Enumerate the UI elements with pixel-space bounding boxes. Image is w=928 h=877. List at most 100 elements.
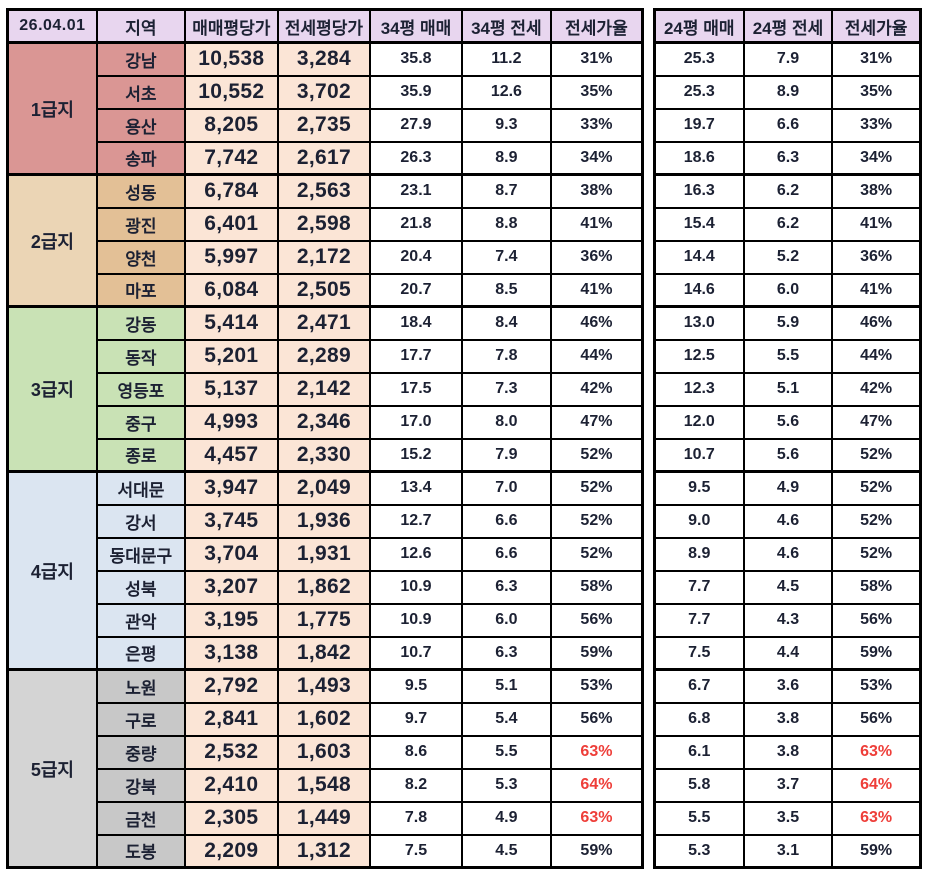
table-row: 12.5 5.5 44% xyxy=(653,338,922,374)
jeonse-34-cell: 8.0 xyxy=(460,404,553,440)
sale-24-cell: 12.3 xyxy=(653,371,745,407)
region-cell: 강동 xyxy=(95,305,187,341)
jeonse-24-cell: 3.5 xyxy=(742,800,834,836)
table-row: 동대문구 3,704 1,931 12.6 6.6 52% xyxy=(8,536,644,572)
sale-price-cell: 3,138 xyxy=(184,635,279,671)
sale-34-cell: 20.7 xyxy=(369,272,463,308)
jeonse-24-cell: 5.5 xyxy=(742,338,834,374)
jeonse-34-cell: 8.9 xyxy=(460,140,553,176)
table-row: 4급지 서대문 3,947 2,049 13.4 7.0 52% xyxy=(6,470,644,671)
jeonse-34-cell: 6.0 xyxy=(460,602,553,638)
sale-price-cell: 6,401 xyxy=(184,206,279,242)
jeonse-ratio-24-cell: 56% xyxy=(831,701,922,737)
sale-34-cell: 35.8 xyxy=(369,41,463,77)
left-table-body: 1급지 강남 10,538 3,284 35.8 11.2 31% 서초 10,552 3,702… xyxy=(6,41,644,869)
jeonse-ratio-34-cell: 53% xyxy=(550,668,644,704)
region-cell: 서초 xyxy=(95,74,187,110)
sale-24-cell: 6.1 xyxy=(653,734,745,770)
jeonse-ratio-24-cell: 34% xyxy=(831,140,922,176)
sale-price-cell: 3,704 xyxy=(184,536,279,572)
jeonse-34-cell: 6.6 xyxy=(460,503,553,539)
table-row: 25.3 8.9 35% xyxy=(653,74,922,110)
jeonse-price-cell: 2,617 xyxy=(276,140,372,176)
table-row: 강북 2,410 1,548 8.2 5.3 64% xyxy=(8,767,644,803)
table-row: 양천 5,997 2,172 20.4 7.4 36% xyxy=(8,239,644,275)
jeonse-34-cell: 6.3 xyxy=(460,635,553,671)
jeonse-ratio-34-cell: 47% xyxy=(550,404,644,440)
sale-24-cell: 5.3 xyxy=(653,833,745,869)
tier-cell: 4급지 xyxy=(6,470,98,671)
table-row: 광진 6,401 2,598 21.8 8.8 41% xyxy=(8,206,644,242)
region-cell: 송파 xyxy=(95,140,187,176)
jeonse-34-cell: 12.6 xyxy=(460,74,553,110)
jeonse-24-cell: 5.2 xyxy=(742,239,834,275)
header-row: 24평 매매 24평 전세 전세가율 xyxy=(653,8,922,44)
jeonse-24-cell: 4.3 xyxy=(742,602,834,638)
table-row: 15.4 6.2 41% xyxy=(653,206,922,242)
jeonse-price-cell: 2,346 xyxy=(276,404,372,440)
table-row: 13.0 5.9 46% xyxy=(653,305,922,341)
jeonse-ratio-24-cell: 64% xyxy=(831,767,922,803)
table-row: 5.8 3.7 64% xyxy=(653,767,922,803)
table-row: 10.7 5.6 52% xyxy=(653,437,922,473)
jeonse-ratio-34-cell: 59% xyxy=(550,833,644,869)
jeonse-34-cell: 5.5 xyxy=(460,734,553,770)
sale-24-cell: 8.9 xyxy=(653,536,745,572)
jeonse-34-cell: 7.0 xyxy=(460,470,553,506)
jeonse-ratio-34-cell: 52% xyxy=(550,503,644,539)
jeonse-price-cell: 1,493 xyxy=(276,668,372,704)
jeonse-ratio-34-cell: 46% xyxy=(550,305,644,341)
jeonse-34-cell: 7.3 xyxy=(460,371,553,407)
table-row: 16.3 6.2 38% xyxy=(653,173,922,209)
region-cell: 금천 xyxy=(95,800,187,836)
sale-24-cell: 18.6 xyxy=(653,140,745,176)
sale-price-cell: 3,195 xyxy=(184,602,279,638)
jeonse-ratio-24-cell: 33% xyxy=(831,107,922,143)
sale-24-cell: 7.5 xyxy=(653,635,745,671)
region-cell: 중구 xyxy=(95,404,187,440)
sale-price-cell: 2,841 xyxy=(184,701,279,737)
region-cell: 영등포 xyxy=(95,371,187,407)
sale-24-cell: 14.4 xyxy=(653,239,745,275)
jeonse-price-cell: 2,330 xyxy=(276,437,372,473)
region-cell: 광진 xyxy=(95,206,187,242)
sale-34-cell: 17.0 xyxy=(369,404,463,440)
col-header-24-sale: 24평 매매 xyxy=(653,8,745,44)
jeonse-ratio-24-cell: 41% xyxy=(831,206,922,242)
right-table-body: 25.3 7.9 31% 25.3 8.9 35% 19.7 6.6 33% 18.6 6.3 34%… xyxy=(653,41,922,869)
jeonse-ratio-34-cell: 33% xyxy=(550,107,644,143)
jeonse-ratio-34-cell: 52% xyxy=(550,470,644,506)
jeonse-price-cell: 1,312 xyxy=(276,833,372,869)
sale-price-cell: 10,552 xyxy=(184,74,279,110)
jeonse-ratio-24-cell: 41% xyxy=(831,272,922,308)
jeonse-34-cell: 4.5 xyxy=(460,833,553,869)
jeonse-24-cell: 3.6 xyxy=(742,668,834,704)
region-cell: 서대문 xyxy=(95,470,187,506)
sale-34-cell: 20.4 xyxy=(369,239,463,275)
jeonse-price-cell: 2,563 xyxy=(276,173,372,209)
jeonse-ratio-34-cell: 63% xyxy=(550,734,644,770)
table-row: 서초 10,552 3,702 35.9 12.6 35% xyxy=(8,74,644,110)
table-row: 종로 4,457 2,330 15.2 7.9 52% xyxy=(8,437,644,473)
jeonse-ratio-24-cell: 52% xyxy=(831,470,922,506)
sale-price-cell: 5,997 xyxy=(184,239,279,275)
table-row: 관악 3,195 1,775 10.9 6.0 56% xyxy=(8,602,644,638)
table-row: 은평 3,138 1,842 10.7 6.3 59% xyxy=(8,635,644,671)
jeonse-24-cell: 6.2 xyxy=(742,206,834,242)
table-row: 19.7 6.6 33% xyxy=(653,107,922,143)
table-row: 1급지 강남 10,538 3,284 35.8 11.2 31% xyxy=(6,41,644,176)
sale-24-cell: 25.3 xyxy=(653,41,745,77)
jeonse-34-cell: 11.2 xyxy=(460,41,553,77)
sale-price-cell: 2,209 xyxy=(184,833,279,869)
jeonse-ratio-34-cell: 41% xyxy=(550,272,644,308)
region-cell: 마포 xyxy=(95,272,187,308)
table-row: 3급지 강동 5,414 2,471 18.4 8.4 46% xyxy=(6,305,644,473)
jeonse-price-cell: 1,449 xyxy=(276,800,372,836)
jeonse-ratio-24-cell: 47% xyxy=(831,404,922,440)
table-row: 용산 8,205 2,735 27.9 9.3 33% xyxy=(8,107,644,143)
table-row: 영등포 5,137 2,142 17.5 7.3 42% xyxy=(8,371,644,407)
jeonse-price-cell: 2,598 xyxy=(276,206,372,242)
jeonse-34-cell: 6.6 xyxy=(460,536,553,572)
sale-34-cell: 7.5 xyxy=(369,833,463,869)
region-cell: 용산 xyxy=(95,107,187,143)
